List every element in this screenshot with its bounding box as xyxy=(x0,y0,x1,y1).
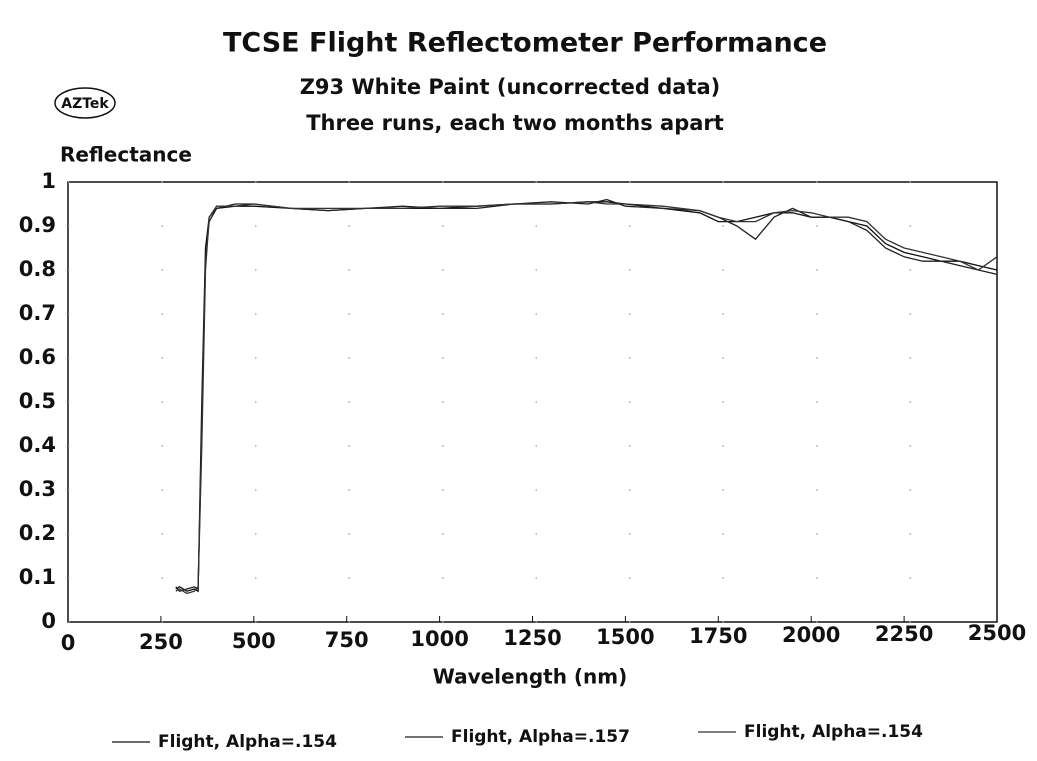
y-tick-label: 0.8 xyxy=(19,257,56,281)
x-tick-label: 1750 xyxy=(689,624,747,648)
x-tick-label: 500 xyxy=(232,629,276,653)
chart-title: TCSE Flight Reflectometer Performance xyxy=(223,28,827,59)
chart-subtitle: Z93 White Paint (uncorrected data) xyxy=(300,75,721,99)
y-tick-label: 0.3 xyxy=(19,477,56,501)
x-tick-label: 1000 xyxy=(410,627,468,651)
legend-label: Flight, Alpha=.157 xyxy=(451,727,630,747)
logo: AZTek xyxy=(61,96,109,112)
x-tick-label: 1250 xyxy=(503,626,561,650)
x-tick-label: 2500 xyxy=(968,621,1026,645)
y-tick-label: 0 xyxy=(41,609,56,633)
y-tick-label: 0.6 xyxy=(19,345,56,369)
y-tick-label: 0.9 xyxy=(19,213,56,237)
series-line xyxy=(175,198,998,592)
y-tick-label: 0.1 xyxy=(19,565,56,589)
y-axis-label: Reflectance xyxy=(60,143,192,167)
legend-label: Flight, Alpha=.154 xyxy=(744,722,923,742)
legend-label: Flight, Alpha=.154 xyxy=(158,732,337,752)
y-tick-label: 0.2 xyxy=(19,521,56,545)
x-tick-label: 250 xyxy=(139,630,183,654)
y-tick-label: 0.4 xyxy=(19,433,56,457)
x-tick-label: 750 xyxy=(325,628,369,652)
series-line xyxy=(175,201,998,595)
series-line xyxy=(175,201,998,593)
x-tick-label: 1500 xyxy=(596,625,654,649)
x-axis-label: Wavelength (nm) xyxy=(433,665,628,689)
x-tick-label: 0 xyxy=(61,631,76,655)
x-tick-label: 2250 xyxy=(875,622,933,646)
y-tick-label: 1 xyxy=(41,169,56,193)
logo-frame xyxy=(54,87,116,119)
chart-subtitle: Three runs, each two months apart xyxy=(306,111,724,135)
y-tick-label: 0.7 xyxy=(19,301,56,325)
x-tick-label: 2000 xyxy=(782,623,840,647)
y-tick-label: 0.5 xyxy=(19,389,56,413)
